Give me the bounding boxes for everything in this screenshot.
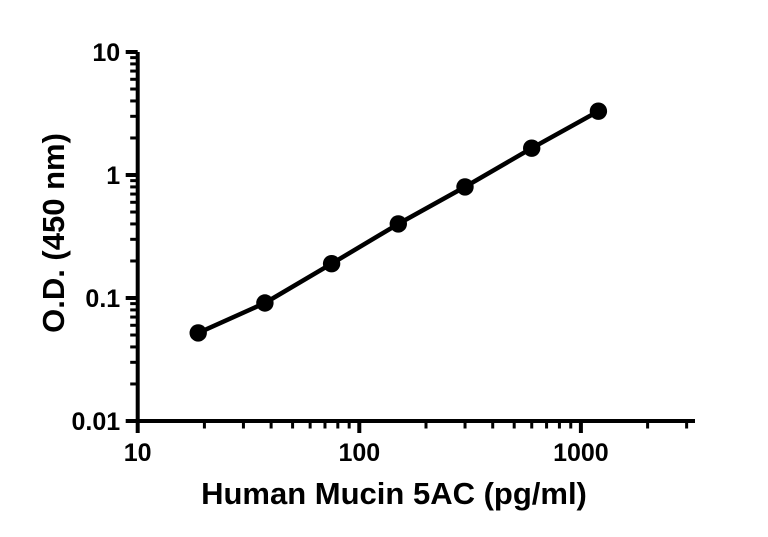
y-tick-label: 1: [106, 162, 120, 190]
data-point: [389, 215, 407, 233]
data-point: [322, 255, 341, 273]
y-axis-title: O.D. (450 nm): [36, 133, 71, 333]
axes-layer: [135, 52, 695, 423]
tick-layer: [125, 50, 689, 433]
series-layer: [189, 102, 608, 342]
data-point: [189, 324, 207, 342]
x-tick-label: 1000: [553, 439, 609, 467]
y-tick-label: 0.1: [85, 285, 120, 313]
x-tick-label: 10: [124, 439, 152, 467]
y-tick-label: 10: [92, 39, 120, 67]
data-point: [523, 139, 541, 157]
y-tick-label: 0.01: [72, 408, 121, 436]
data-point: [256, 294, 274, 312]
data-point: [456, 178, 474, 196]
x-tick-label: 100: [338, 439, 380, 467]
x-axis-title: Human Mucin 5AC (pg/ml): [201, 476, 587, 511]
data-point: [589, 102, 608, 120]
